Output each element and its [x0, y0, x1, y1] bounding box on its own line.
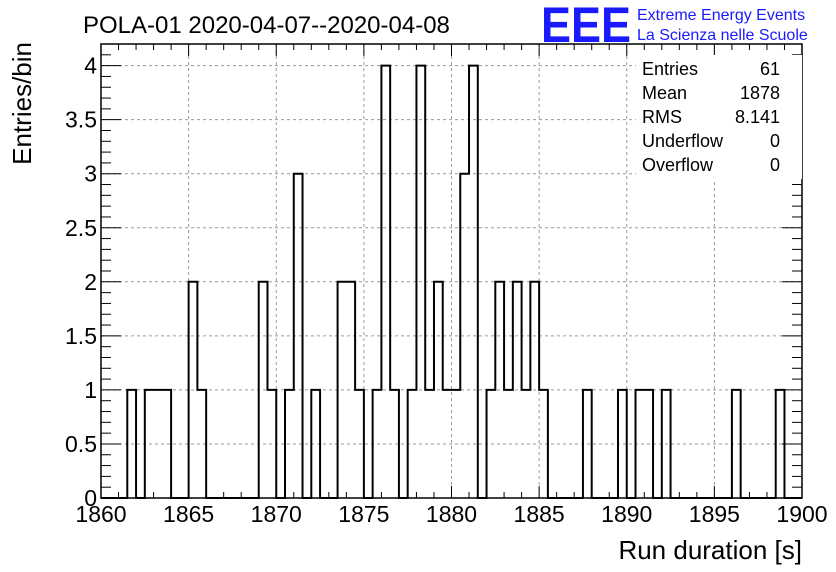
- stats-label: Underflow: [642, 131, 724, 151]
- y-tick-label: 2.5: [65, 215, 97, 241]
- stats-value: 8.141: [735, 107, 780, 127]
- x-tick-label: 1860: [75, 501, 126, 527]
- y-tick-labels: 0 0.5 1 1.5 2 2.5 3 3.5 4: [65, 53, 97, 511]
- x-tick-label: 1865: [163, 501, 214, 527]
- stats-box: Entries 61 Mean 1878 RMS 8.141 Underflow 0 Overf…: [636, 55, 802, 179]
- stats-value: 1878: [740, 83, 780, 103]
- y-tick-label: 1.5: [65, 323, 97, 349]
- logo-letters: EEE: [541, 0, 631, 53]
- y-tick-label: 2: [84, 269, 97, 295]
- x-tick-label: 1895: [689, 501, 740, 527]
- x-tick-labels: 1860 1865 1870 1875 1880 1885 1890 1895 1900: [75, 501, 827, 527]
- stats-value: 0: [770, 155, 780, 175]
- logo-line-1: Extreme Energy Events: [637, 7, 805, 24]
- x-tick-label: 1890: [601, 501, 652, 527]
- y-tick-label: 3: [84, 161, 97, 187]
- x-tick-label: 1875: [338, 501, 389, 527]
- axis-ticks: [100, 44, 803, 499]
- y-axis-title: Entries/bin: [7, 42, 37, 165]
- y-tick-label: 3.5: [65, 107, 97, 133]
- x-tick-label: 1885: [514, 501, 565, 527]
- stats-value: 61: [760, 59, 780, 79]
- stats-value: 0: [770, 131, 780, 151]
- x-tick-label: 1900: [776, 501, 827, 527]
- x-axis-title: Run duration [s]: [618, 535, 802, 565]
- stats-label: RMS: [642, 107, 682, 127]
- chart-title: POLA-01 2020-04-07--2020-04-08: [83, 12, 450, 39]
- stats-label: Entries: [642, 59, 698, 79]
- y-tick-label: 0: [84, 485, 97, 511]
- stats-label: Mean: [642, 83, 687, 103]
- y-tick-label: 1: [84, 377, 97, 403]
- x-tick-label: 1870: [251, 501, 302, 527]
- y-tick-label: 0.5: [65, 431, 97, 457]
- logo: EEE Extreme Energy Events La Scienza nel…: [541, 0, 808, 53]
- stats-label: Overflow: [642, 155, 714, 175]
- y-tick-label: 4: [84, 53, 97, 79]
- x-tick-label: 1880: [426, 501, 477, 527]
- stats-box-bg: [636, 55, 802, 179]
- logo-line-2: La Scienza nelle Scuole: [637, 27, 808, 44]
